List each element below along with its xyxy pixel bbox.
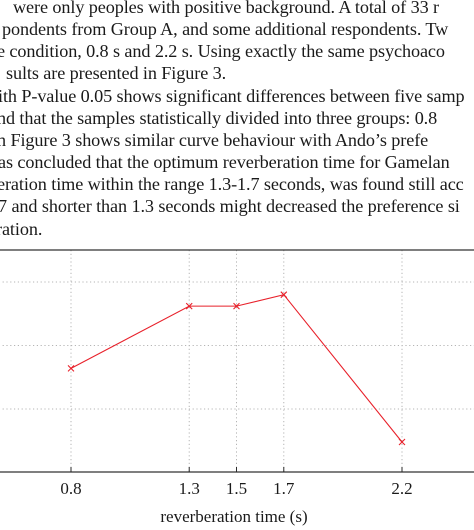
x-tick-labels: 0.8 1.3 1.5 1.7 2.2 [60,479,412,498]
data-point-marker [398,438,406,446]
data-point-marker [280,291,288,299]
grid-layer [0,250,474,472]
marker-stroke [398,438,406,446]
paragraph-line: ith P-value 0.05 shows significant diffe… [0,86,465,106]
paragraph-line: 7 and shorter than 1.3 seconds might dec… [0,196,460,216]
paragraph-line: as concluded that the optimum reverberat… [0,152,450,172]
paragraph-line: ration. [0,219,43,239]
marker-stroke [280,291,288,299]
paragraph-line: sults are presented in Figure 3. [6,63,227,83]
paragraph-line: pondents from Group A, and some addition… [2,19,449,39]
plot-border [0,249,474,473]
marker-stroke [67,364,75,372]
x-tick-label: 0.8 [60,479,81,498]
paragraph-line: n Figure 3 shows similar curve behaviour… [0,130,429,150]
data-point-marker [67,364,75,372]
plot-frame [0,249,474,473]
paragraph-text: were only peoples with positive backgrou… [0,0,474,262]
x-axis-label: reverberation time (s) [160,507,307,526]
paragraph-line: eration time within the range 1.3-1.7 se… [0,174,464,194]
series-layer [67,291,406,446]
x-tick-label: 1.7 [273,479,295,498]
paragraph-line: e condition, 0.8 s and 2.2 s. Using exac… [0,41,445,61]
data-point-marker [233,302,240,310]
marker-stroke [233,302,240,310]
x-tick-label: 1.3 [179,479,200,498]
marker-stroke [185,302,193,310]
data-point-marker [185,302,193,310]
x-tick-label: 1.5 [226,479,247,498]
paragraph-line: were only peoples with positive backgrou… [13,0,439,17]
x-tick-label: 2.2 [391,479,412,498]
paragraph-line: nd that the samples statistically divide… [0,108,438,128]
